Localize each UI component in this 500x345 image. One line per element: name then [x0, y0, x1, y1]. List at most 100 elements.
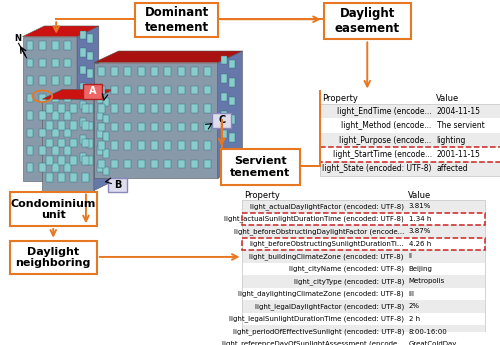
Bar — [58, 173, 65, 182]
Bar — [242, 288, 485, 300]
Polygon shape — [80, 31, 86, 39]
Bar — [64, 129, 71, 137]
Polygon shape — [229, 152, 235, 160]
Bar — [204, 86, 212, 95]
Bar — [178, 67, 184, 76]
Bar — [242, 300, 485, 313]
Bar — [52, 164, 59, 172]
Bar — [242, 313, 485, 325]
Polygon shape — [22, 37, 77, 181]
Bar — [151, 67, 158, 76]
Bar — [111, 123, 118, 131]
Bar — [46, 156, 54, 165]
Bar — [178, 86, 184, 95]
Text: The servient: The servient — [436, 121, 484, 130]
Bar — [138, 141, 144, 150]
Text: light_EndTime (encode...: light_EndTime (encode... — [337, 107, 432, 116]
Bar — [242, 275, 485, 288]
Bar — [138, 104, 144, 113]
Text: light_actualDaylightFactor (encoded: UTF-8): light_actualDaylightFactor (encoded: UTF… — [250, 203, 404, 210]
Bar — [98, 86, 105, 95]
Bar — [52, 41, 59, 50]
Text: light_referenceDayOfSunlightAssessment (encode...: light_referenceDayOfSunlightAssessment (… — [222, 341, 404, 345]
Polygon shape — [218, 51, 242, 178]
Bar — [26, 59, 34, 68]
Bar — [39, 111, 46, 120]
Bar — [191, 67, 198, 76]
Text: Property: Property — [244, 190, 280, 199]
Polygon shape — [97, 164, 103, 172]
Bar — [52, 94, 59, 102]
Bar — [164, 160, 172, 168]
Bar — [70, 173, 77, 182]
Text: II: II — [409, 254, 413, 259]
Bar — [39, 164, 46, 172]
Polygon shape — [94, 62, 218, 178]
Polygon shape — [88, 87, 93, 95]
Bar — [242, 200, 485, 345]
Polygon shape — [80, 48, 86, 57]
Text: Dominant
tenement: Dominant tenement — [144, 6, 208, 34]
Bar — [242, 238, 485, 250]
FancyBboxPatch shape — [212, 113, 231, 128]
Bar — [111, 86, 118, 95]
Bar — [64, 146, 71, 155]
Bar — [124, 67, 132, 76]
Bar — [191, 141, 198, 150]
Bar — [191, 104, 198, 113]
Bar — [64, 76, 71, 85]
Text: light_periodOfEffectiveSunlight (encoded: UTF-8): light_periodOfEffectiveSunlight (encoded… — [232, 328, 404, 335]
Text: light_legalDaylightFactor (encoded: UTF-8): light_legalDaylightFactor (encoded: UTF-… — [254, 303, 404, 310]
Text: 2 h: 2 h — [409, 316, 420, 322]
Text: Metropolis: Metropolis — [409, 278, 445, 285]
Bar — [242, 325, 485, 338]
Bar — [52, 76, 59, 85]
Bar — [70, 104, 77, 112]
Bar — [46, 121, 54, 130]
Text: lighting: lighting — [436, 136, 466, 145]
Polygon shape — [94, 89, 114, 190]
Text: light_cityName (encoded: UTF-8): light_cityName (encoded: UTF-8) — [289, 266, 404, 272]
Bar — [191, 86, 198, 95]
Text: 1.34 h: 1.34 h — [409, 216, 431, 222]
Polygon shape — [229, 134, 235, 142]
Bar — [64, 59, 71, 68]
Bar — [46, 139, 54, 147]
Text: light_daylightingClimateZone (encoded: UTF-8): light_daylightingClimateZone (encoded: U… — [238, 290, 404, 297]
Text: Beijing: Beijing — [409, 266, 432, 272]
Bar — [204, 67, 212, 76]
Bar — [26, 76, 34, 85]
Bar — [320, 104, 500, 118]
FancyBboxPatch shape — [136, 3, 218, 37]
Bar — [204, 123, 212, 131]
Bar — [46, 173, 54, 182]
Bar — [191, 160, 198, 168]
Bar — [151, 104, 158, 113]
Polygon shape — [88, 139, 93, 148]
Bar — [39, 146, 46, 155]
Polygon shape — [77, 26, 99, 181]
Bar — [82, 104, 89, 112]
Bar — [242, 225, 485, 238]
Bar — [111, 104, 118, 113]
FancyBboxPatch shape — [324, 3, 411, 39]
Bar — [98, 104, 105, 113]
Polygon shape — [229, 97, 235, 105]
Text: 3.87%: 3.87% — [409, 228, 431, 235]
Text: light_cityType (encoded: UTF-8): light_cityType (encoded: UTF-8) — [294, 278, 404, 285]
Text: B: B — [114, 180, 122, 190]
Text: light_Purpose (encode...: light_Purpose (encode... — [340, 136, 432, 145]
Text: light_buildingClimateZone (encoded: UTF-8): light_buildingClimateZone (encoded: UTF-… — [250, 253, 404, 260]
Polygon shape — [220, 130, 226, 138]
FancyBboxPatch shape — [220, 149, 300, 185]
Text: Servient
tenement: Servient tenement — [230, 156, 290, 178]
Text: light_StartTime (encode...: light_StartTime (encode... — [332, 150, 432, 159]
Bar — [58, 104, 65, 112]
Bar — [46, 104, 54, 112]
Bar — [39, 76, 46, 85]
Bar — [204, 141, 212, 150]
Bar — [52, 111, 59, 120]
Bar — [151, 123, 158, 131]
Bar — [52, 129, 59, 137]
Polygon shape — [229, 60, 235, 68]
